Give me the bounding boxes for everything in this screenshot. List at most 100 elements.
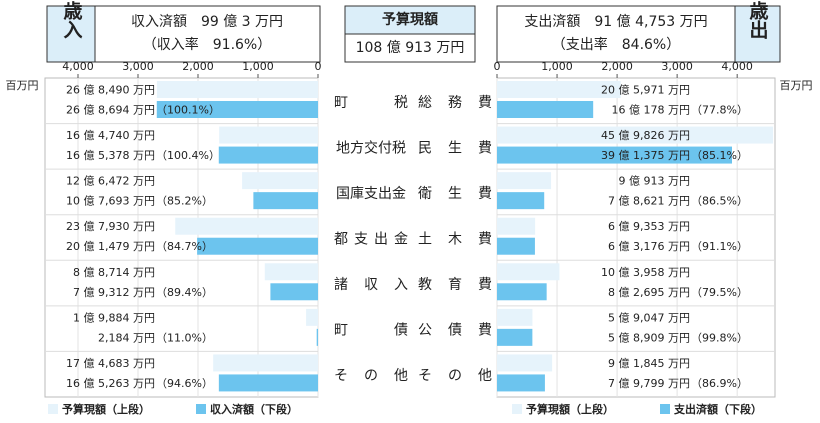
bar: [197, 237, 318, 255]
value-label: 26 億 8,490 万円: [66, 84, 155, 97]
rate-label: （79.5%）: [691, 286, 748, 299]
value-label: 2,184 万円: [98, 331, 155, 344]
legend-swatch: [196, 404, 206, 414]
value-label: 1 億 9,884 万円: [73, 311, 155, 324]
value-label: 8 億 8,714 万円: [73, 266, 155, 279]
value-label: 23 億 7,930 万円: [66, 220, 155, 233]
expense-rate: （支出率 84.6%）: [552, 36, 680, 53]
x-tick-label: 1,000: [242, 60, 274, 73]
value-label: 6 億 9,353 万円: [608, 220, 690, 233]
value-label: 17 億 4,683 万円: [66, 357, 155, 370]
value-label: 7 億 8,621 万円: [608, 195, 690, 208]
value-label: 16 億 5,378 万円: [66, 149, 155, 162]
bar: [156, 81, 318, 98]
rate-label: （99.8%）: [691, 331, 748, 344]
rate-label: （11.0%）: [156, 331, 213, 344]
value-label: 20 億 5,971 万円: [601, 84, 690, 97]
value-label: 16 億 178 万円: [612, 104, 690, 117]
rate-label: （94.6%）: [156, 377, 213, 390]
category-label: 国庫支出金: [336, 185, 406, 202]
bar: [497, 101, 594, 118]
value-label: 26 億 8,694 万円: [66, 104, 155, 117]
unit-label: 百万円: [780, 79, 813, 92]
bar: [242, 172, 318, 190]
bar: [497, 354, 553, 372]
revenue-tag-box: [46, 5, 96, 63]
expense-box: [496, 5, 736, 63]
value-label: 10 億 7,693 万円: [66, 195, 155, 208]
bar: [264, 263, 318, 281]
budget-total-box: [344, 33, 476, 63]
bar: [306, 308, 318, 326]
legend-label: 予算現額（上段）: [526, 402, 614, 416]
bar: [497, 263, 560, 281]
category-label: 地方交付税: [336, 139, 406, 156]
value-label: 5 億 9,047 万円: [608, 311, 690, 324]
value-label: 10 億 3,958 万円: [601, 266, 690, 279]
bar: [497, 192, 545, 210]
budget-title: 予算現額: [382, 11, 438, 28]
value-label: 16 億 4,740 万円: [66, 129, 155, 142]
bar: [497, 146, 732, 164]
bar: [497, 237, 535, 255]
x-tick-label: 0: [494, 60, 501, 73]
bar: [316, 328, 318, 346]
plot-frame: [44, 77, 319, 398]
category-label: 衛生費: [418, 186, 492, 202]
x-tick-label: 4,000: [62, 60, 94, 73]
legend-label: 予算現額（上段）: [62, 402, 150, 416]
x-tick-label: 4,000: [721, 60, 753, 73]
category-label: 町税: [334, 95, 408, 111]
x-tick-label: 3,000: [661, 60, 693, 73]
bar: [175, 217, 318, 235]
bar: [270, 283, 318, 301]
bar: [497, 308, 533, 326]
bar: [253, 192, 318, 210]
category-label: 土木費: [418, 232, 492, 248]
rate-label: （89.4%）: [156, 286, 213, 299]
bar: [213, 354, 318, 372]
value-label: 9 億 1,845 万円: [608, 357, 690, 370]
category-label: 町債: [334, 323, 408, 339]
revenue-box: [94, 5, 321, 63]
rate-label: （77.8%）: [691, 104, 748, 117]
budget-total: 108 億 913 万円: [356, 40, 465, 56]
bar: [156, 101, 318, 118]
rate-label: （100.1%）: [156, 104, 220, 117]
category-label: 都支出金: [334, 232, 408, 248]
category-label: 教育費: [418, 277, 492, 293]
x-tick-label: 2,000: [601, 60, 633, 73]
expense-tag: 歳出: [747, 1, 769, 39]
value-label: 7 億 9,312 万円: [73, 286, 155, 299]
rate-label: （86.5%）: [691, 195, 748, 208]
legend-swatch: [512, 404, 522, 414]
revenue-total: 収入済額 99 億 3 万円: [131, 14, 283, 30]
revenue-rate: （収入率 91.6%）: [143, 36, 271, 53]
bar: [497, 374, 545, 392]
legend-label: 支出済額（下段）: [673, 402, 762, 416]
value-label: 5 億 8,909 万円: [608, 331, 690, 344]
category-label: 総務費: [418, 95, 492, 111]
bar: [218, 146, 318, 164]
bar: [497, 81, 621, 98]
revenue-tag: 歳入: [61, 1, 83, 39]
value-label: 39 億 1,375 万円: [601, 149, 690, 162]
category-label: その他: [418, 368, 492, 384]
legend-swatch: [48, 404, 58, 414]
legend-label: 収入済額（下段）: [210, 402, 298, 416]
legend-swatch: [660, 404, 670, 414]
bar: [497, 126, 774, 144]
category-label: その他: [334, 368, 408, 384]
rate-label: （85.2%）: [156, 195, 213, 208]
bar: [497, 172, 552, 190]
rate-label: （85.1%）: [691, 149, 748, 162]
value-label: 12 億 6,472 万円: [66, 175, 155, 188]
value-label: 45 億 9,826 万円: [601, 129, 690, 142]
value-label: 6 億 3,176 万円: [608, 240, 690, 253]
category-label: 公債費: [418, 323, 492, 339]
expense-total: 支出済額 91 億 4,753 万円: [524, 14, 707, 30]
value-label: 16 億 5,263 万円: [66, 377, 155, 390]
x-tick-label: 2,000: [182, 60, 214, 73]
rate-label: （100.4%）: [156, 149, 220, 162]
x-tick-label: 0: [315, 60, 322, 73]
